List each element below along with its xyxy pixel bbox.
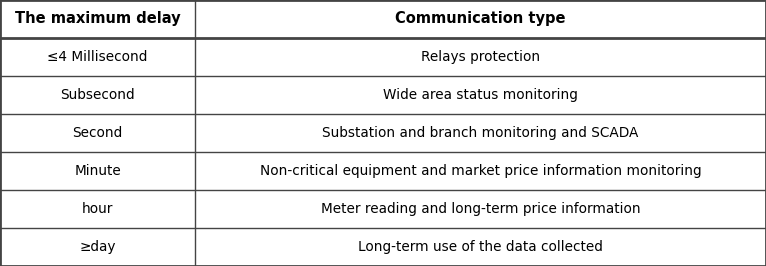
Text: Long-term use of the data collected: Long-term use of the data collected	[358, 240, 603, 254]
Text: hour: hour	[82, 202, 113, 216]
Bar	[0, 76, 766, 114]
Text: Wide area status monitoring: Wide area status monitoring	[383, 88, 578, 102]
Text: Minute: Minute	[74, 164, 121, 178]
Text: Second: Second	[73, 126, 123, 140]
Bar	[0, 0, 766, 38]
Text: ≤4 Millisecond: ≤4 Millisecond	[47, 50, 148, 64]
Text: The maximum delay: The maximum delay	[15, 11, 181, 27]
Bar	[0, 152, 766, 190]
Text: Subsecond: Subsecond	[61, 88, 135, 102]
Bar	[0, 190, 766, 228]
Text: Non-critical equipment and market price information monitoring: Non-critical equipment and market price …	[260, 164, 702, 178]
Bar	[0, 228, 766, 266]
Text: Substation and branch monitoring and SCADA: Substation and branch monitoring and SCA…	[322, 126, 639, 140]
Text: Relays protection: Relays protection	[421, 50, 540, 64]
Text: Meter reading and long-term price information: Meter reading and long-term price inform…	[321, 202, 640, 216]
Bar	[0, 38, 766, 76]
Text: Communication type: Communication type	[395, 11, 566, 27]
Text: ≥day: ≥day	[80, 240, 116, 254]
Bar	[0, 114, 766, 152]
